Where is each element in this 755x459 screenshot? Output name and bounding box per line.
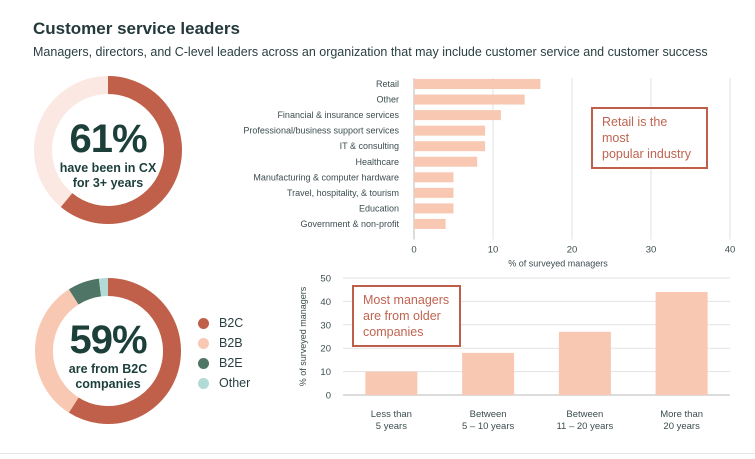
industry-category-label: Professional/business support services (243, 126, 399, 136)
bottom-divider (0, 453, 755, 454)
age-category-label: Less than (371, 409, 412, 420)
donut-bottom-line2: companies (75, 377, 141, 391)
age-category-label: More than (660, 409, 703, 420)
industry-bar (414, 187, 454, 198)
age-callout-line2: are from older (363, 309, 441, 323)
donut-segment-other (98, 278, 109, 297)
legend-label-b2e: B2E (219, 356, 243, 370)
age-y-tick-label: 30 (320, 320, 331, 331)
legend-item-other: Other (198, 376, 250, 390)
industry-bar (414, 156, 478, 167)
legend-label-other: Other (219, 376, 251, 390)
industry-category-label: Manufacturing & computer hardware (253, 172, 399, 182)
legend-label-b2c: B2C (219, 316, 244, 330)
age-bar (462, 352, 515, 395)
industry-callout-line1: Retail is the most (602, 115, 668, 145)
page-subtitle: Managers, directors, and C-level leaders… (33, 45, 708, 59)
donut-top-line1: have been in CX (59, 161, 157, 175)
industry-x-tick-label: 20 (567, 245, 578, 256)
age-category-label: Between (470, 409, 507, 420)
age-y-axis-label: % of surveyed managers (298, 286, 308, 386)
age-y-tick-label: 0 (326, 391, 331, 402)
industry-category-label: IT & consulting (340, 141, 399, 151)
donut-bottom-percent: 59% (69, 318, 147, 362)
age-callout-line1: Most managers (363, 293, 450, 307)
industry-bar (414, 94, 525, 105)
age-category-label: 11 – 20 years (556, 421, 613, 432)
industry-category-label: Retail (376, 79, 399, 89)
donut-top-label: 61% have been in CX for 3+ years (48, 119, 168, 191)
donut-bottom-line1: are from B2C (68, 362, 148, 376)
industry-category-label: Travel, hospitality, & tourism (287, 188, 399, 198)
donut-bottom-label: 59% are from B2C companies (48, 320, 168, 392)
industry-bar (414, 141, 486, 152)
age-y-tick-label: 10 (320, 367, 331, 378)
age-category-label: 5 – 10 years (462, 421, 515, 432)
legend-item-b2b: B2B (198, 336, 243, 350)
legend-item-b2c: B2C (198, 316, 243, 330)
legend-item-b2e: B2E (198, 356, 243, 370)
industry-bar (414, 125, 486, 136)
legend-swatch-b2c (198, 317, 209, 329)
industry-category-label: Other (376, 95, 399, 105)
legend-swatch-b2b (198, 337, 209, 349)
age-bar (655, 292, 708, 395)
industry-bar (414, 218, 446, 229)
donut-top-value-arc (60, 76, 182, 224)
age-bar (558, 331, 611, 395)
age-category-label: 20 years (663, 421, 700, 432)
industry-category-label: Government & non-profit (300, 219, 399, 229)
age-bar (365, 371, 418, 395)
industry-bar (414, 110, 501, 121)
industry-callout: Retail is the most popular industry (591, 107, 708, 169)
age-callout: Most managers are from older companies (352, 285, 461, 347)
industry-x-tick-label: 0 (411, 245, 416, 256)
age-y-tick-label: 20 (320, 344, 331, 355)
donut-segment-b2e (68, 278, 102, 305)
industry-bar (414, 203, 454, 214)
age-category-label: 5 years (376, 421, 407, 432)
industry-x-tick-label: 40 (725, 245, 736, 256)
age-callout-line3: companies (363, 325, 424, 339)
industry-x-axis-label: % of surveyed managers (508, 259, 608, 269)
donut-segment-b2c (68, 278, 181, 424)
donut-top-percent: 61% (69, 117, 147, 161)
donut-segment-b2b (35, 289, 79, 413)
industry-x-tick-label: 10 (488, 245, 499, 256)
age-y-tick-label: 50 (320, 274, 331, 285)
industry-bar (414, 172, 454, 183)
age-category-label: Between (566, 409, 603, 420)
legend-swatch-b2e (198, 357, 209, 369)
legend-swatch-other (198, 377, 209, 389)
donut-top-line2: for 3+ years (72, 176, 144, 190)
industry-category-label: Financial & insurance services (277, 110, 399, 120)
industry-x-tick-label: 30 (646, 245, 657, 256)
age-y-tick-label: 40 (320, 297, 331, 308)
industry-category-label: Healthcare (355, 157, 399, 167)
industry-callout-line2: popular industry (602, 147, 691, 161)
page-title: Customer service leaders (33, 19, 240, 38)
industry-bar (414, 79, 541, 89)
legend-label-b2b: B2B (219, 336, 243, 350)
industry-category-label: Education (359, 203, 399, 213)
